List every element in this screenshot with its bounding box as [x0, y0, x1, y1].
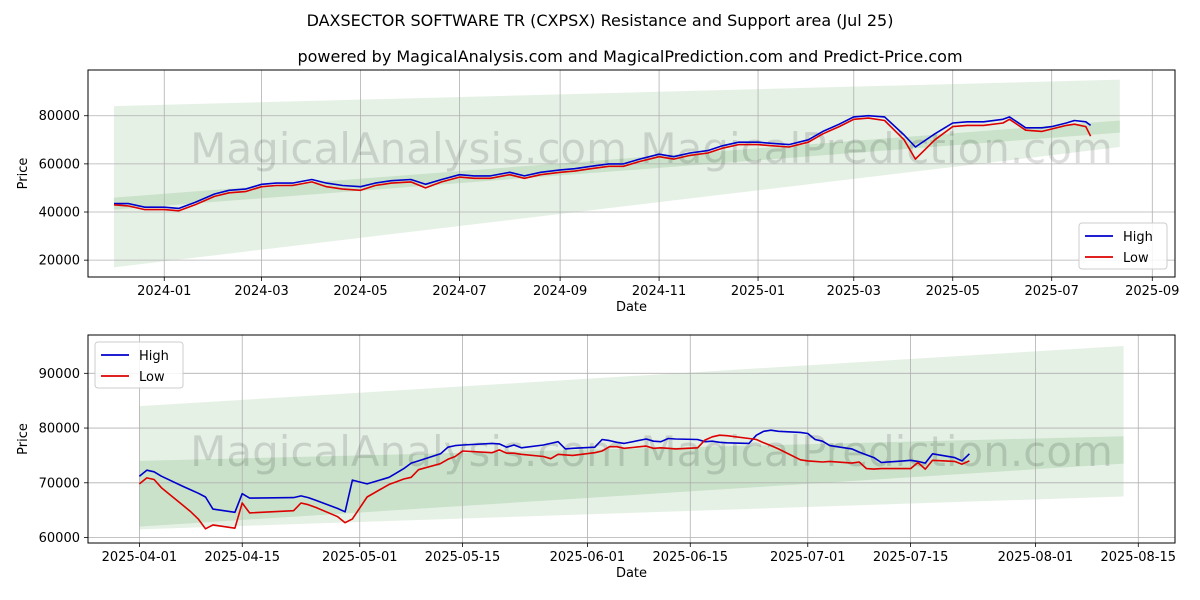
x-tick-label: 2025-07-15: [873, 550, 949, 565]
x-tick-label: 2025-06-01: [550, 550, 626, 565]
x-tick-label: 2025-07: [1025, 284, 1079, 299]
x-tick-label: 2024-09: [533, 284, 587, 299]
x-tick-label: 2025-05-15: [425, 550, 501, 565]
x-tick-label: 2024-03: [234, 284, 288, 299]
plot-frame: [87, 69, 1176, 278]
band-outer: [113, 79, 1120, 268]
x-tick-label: 2025-05: [926, 284, 980, 299]
x-tick-label: 2024-01: [137, 284, 191, 299]
x-tick-label: 2025-03: [827, 284, 881, 299]
y-axis-label: Price: [16, 423, 31, 455]
y-axis-label: Price: [16, 158, 31, 190]
x-tick-label: 2025-07-01: [770, 550, 846, 565]
series-line-low: [113, 117, 1092, 212]
y-tick-label: 40000: [39, 206, 80, 221]
plot-frame: [87, 334, 1176, 544]
x-axis-label: Date: [616, 566, 647, 581]
x-tick-label: 2025-08-15: [1100, 550, 1176, 565]
bottom-chart-panel: 2025-04-01 2025-04-15 2025-05-01 2025-05-15…: [16, 334, 1176, 581]
x-tick-label: 2024-05: [333, 284, 387, 299]
legend-label-low: Low: [1123, 251, 1149, 266]
x-tick-label: 2025-08-01: [998, 550, 1074, 565]
legend-label-high: High: [1123, 230, 1153, 245]
x-tick-label: 2025-05-01: [322, 550, 398, 565]
x-tick-label: 2025-06-15: [652, 550, 728, 565]
watermark: MagicalAnalysis.com MagicalPrediction.co…: [190, 124, 1113, 173]
band-outer: [139, 345, 1124, 530]
series-line-high: [114, 114, 1092, 210]
x-tick-label: 2024-11: [632, 284, 686, 299]
legend: High Low: [94, 341, 184, 389]
y-tick-label: 80000: [39, 109, 80, 124]
x-tick-label: 2024-07: [432, 284, 486, 299]
y-tick-label: 20000: [39, 254, 80, 269]
x-axis-label: Date: [616, 300, 647, 315]
series-line-low: [138, 434, 970, 530]
y-tick-label: 60000: [39, 157, 80, 172]
top-chart-panel: 2024-01 2024-03 2024-05 2024-07 2024-09 2024-…: [16, 69, 1179, 315]
y-tick-label: 80000: [39, 422, 80, 437]
legend: High Low: [1078, 222, 1168, 270]
x-tick-label: 2025-01: [731, 284, 785, 299]
y-tick-label: 70000: [39, 476, 80, 491]
band-inner: [139, 436, 1124, 527]
y-tick-label: 90000: [39, 367, 80, 382]
watermark: MagicalAnalysis.com MagicalPrediction.co…: [190, 427, 1113, 476]
band-inner: [113, 120, 1120, 210]
x-tick-label: 2025-04-01: [102, 550, 178, 565]
y-tick-label: 60000: [39, 531, 80, 546]
x-tick-label: 2025-04-15: [204, 550, 280, 565]
legend-label-high: High: [139, 349, 169, 364]
chart-subtitle: powered by MagicalAnalysis.com and Magic…: [297, 47, 962, 66]
chart-title: DAXSECTOR SOFTWARE TR (CXPSX) Resistance…: [307, 11, 894, 30]
legend-label-low: Low: [139, 370, 165, 385]
x-tick-label: 2025-09: [1125, 284, 1179, 299]
series-line-high: [138, 429, 970, 514]
